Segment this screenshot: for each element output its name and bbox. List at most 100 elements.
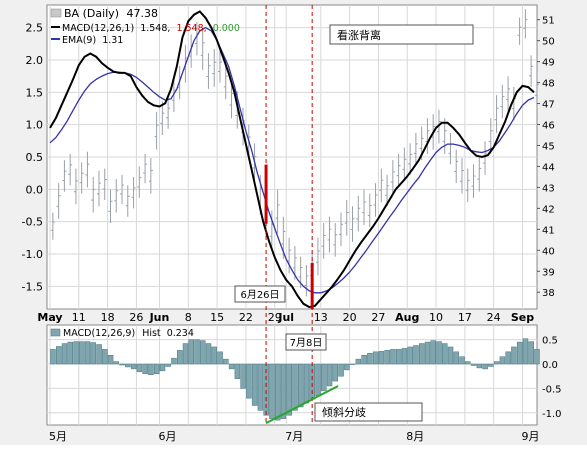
legend-macd-value1: 1.548, (140, 23, 170, 34)
right-tick-label: 49 (542, 58, 555, 69)
histogram-bar (257, 363, 264, 411)
right-tick-label: 48 (542, 79, 555, 90)
left-tick-label: 1.0 (26, 119, 44, 132)
symbol-icon (50, 8, 62, 18)
histogram-bar (499, 356, 506, 365)
histogram-bar (505, 351, 511, 365)
histogram-bar (361, 354, 367, 365)
histogram-bar (246, 363, 252, 399)
left-tick-label: 2.0 (26, 54, 44, 67)
indicator-lines (49, 10, 535, 309)
histogram-bar (177, 350, 183, 365)
histogram-bar (511, 346, 517, 365)
histogram-legend: MACD(12,26,9) Hist 0.234 (50, 328, 194, 339)
histogram-bar (223, 358, 229, 365)
annotation-june26: 6月26日 (234, 285, 286, 303)
annotation-july8: 7月8日 (285, 333, 327, 351)
annotation-text: 看涨背离 (337, 28, 381, 42)
histogram-bar (407, 346, 413, 365)
left-tick-label: -1.5 (22, 280, 43, 293)
hist-legend-name: MACD(12,26,9) (63, 328, 135, 339)
left-tick-label: 2.5 (26, 22, 44, 35)
legend-ema-name: EMA(9) (62, 35, 96, 46)
histogram-bar (292, 363, 298, 411)
annotation-box (329, 24, 474, 45)
histogram-bar (516, 341, 523, 365)
annotation-box (234, 285, 286, 303)
histogram-bar (534, 349, 540, 365)
hist-tick-label: -1.0 (542, 409, 562, 420)
histogram-bar (355, 358, 362, 365)
histogram-bar (395, 349, 402, 365)
histogram-bar (79, 341, 85, 365)
histogram-bar (298, 363, 304, 408)
x-tick-label: 15 (210, 311, 224, 324)
axis-labels: 2.5 2.0 1.5 1.0 0.5 0.0 -0.5 -1.0 -1.5 51 50 49 48 47… (22, 16, 562, 443)
svg-text:BA (Daily) 47.38: BA (Daily) 47.38 (64, 7, 158, 20)
x-tick-label: 22 (239, 311, 253, 324)
legend-macd-value2: 1.548, (176, 23, 206, 34)
month-label: 9月 (521, 430, 539, 443)
x-tick-label: Jul (277, 311, 294, 324)
histogram-bar (459, 356, 465, 365)
histogram-bar (240, 363, 246, 389)
histogram-bar (125, 363, 131, 368)
histogram-bar (401, 348, 408, 365)
histogram-bar (493, 361, 500, 365)
histogram-bar (90, 342, 97, 365)
histogram-bar (130, 363, 137, 370)
right-tick-label: 42 (542, 204, 555, 215)
x-tick-label: 20 (343, 311, 357, 324)
histogram-bar (148, 363, 154, 376)
right-tick-label: 45 (542, 141, 555, 152)
histogram-bar (136, 363, 143, 373)
histogram-bar (188, 339, 194, 365)
histogram-bar (384, 350, 390, 365)
histogram-bar (96, 344, 102, 365)
histogram-bar (447, 346, 454, 365)
x-tick-label: 8 (185, 311, 192, 324)
right-tick-label: 43 (542, 183, 555, 194)
x-tick-label: 17 (458, 311, 472, 324)
ema-line (49, 26, 535, 294)
histogram-bar (153, 363, 160, 375)
hist-legend-label: Hist (142, 328, 161, 339)
histogram-bar (171, 357, 177, 365)
legend-macd-name: MACD(12,26,1) (62, 23, 134, 34)
right-tick-label: 44 (542, 162, 555, 173)
x-tick-label: 27 (371, 311, 385, 324)
x-tick-label: 18 (101, 311, 115, 324)
x-tick-label: 24 (487, 311, 501, 324)
svg-text:EMA(9) 1.31: EMA(9) 1.31 (62, 35, 123, 46)
histogram-bar (321, 363, 327, 392)
histogram-bar (67, 341, 73, 365)
histogram-bar (413, 345, 419, 365)
histogram-bar (56, 346, 62, 365)
annotation-text: 7月8日 (290, 337, 323, 349)
histogram-bar (182, 343, 189, 365)
x-tick-label: Jun (149, 311, 170, 324)
right-tick-label: 38 (542, 288, 555, 299)
histogram-bar (73, 341, 79, 365)
price-bars (50, 9, 539, 297)
histogram-bar (234, 363, 241, 379)
histogram-bar (107, 354, 114, 365)
annotation-slope-divergence: 倾斜分歧 (314, 402, 423, 422)
histogram-bar (528, 341, 534, 365)
histogram-bar (200, 340, 206, 365)
right-tick-label: 46 (542, 121, 555, 132)
x-tick-label: 29 (268, 311, 282, 324)
histogram-bar (424, 341, 431, 365)
legend-last-price: 47.38 (126, 7, 158, 20)
histogram-bar (251, 363, 258, 406)
histogram-bar (84, 341, 91, 365)
histogram-bar (390, 349, 396, 365)
right-tick-label: 47 (542, 100, 555, 111)
right-tick-label: 50 (542, 37, 555, 48)
histogram-bar (344, 363, 350, 371)
histogram-bar (482, 363, 488, 370)
left-tick-label: -0.5 (22, 216, 43, 229)
histogram-bar (326, 363, 333, 387)
